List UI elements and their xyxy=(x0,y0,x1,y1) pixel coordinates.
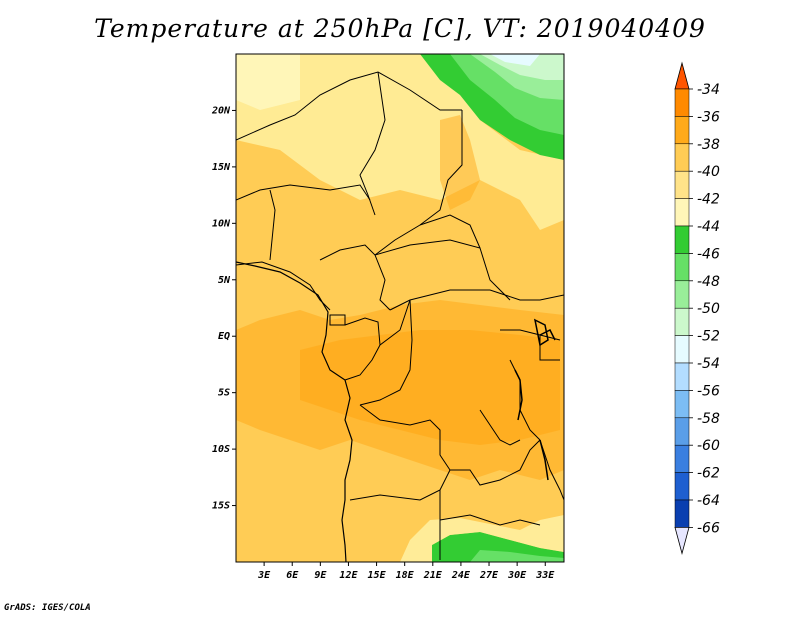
lon-tick-label: 24E xyxy=(451,570,471,581)
field-band-42-northwest xyxy=(236,54,300,110)
colorbar-swatch xyxy=(674,198,690,227)
colorbar-swatch xyxy=(674,390,690,419)
field-band-38-congo xyxy=(300,330,560,445)
colorbar-label: -52 xyxy=(697,329,720,345)
colorbar-label: -40 xyxy=(697,164,720,180)
colorbar-label: -38 xyxy=(697,137,720,153)
colorbar-bottom-arrow xyxy=(674,527,690,555)
field-band-46-south xyxy=(470,550,564,562)
field-band-38-north xyxy=(440,115,480,210)
lat-tick-label: 20N xyxy=(211,105,231,116)
field-band-42-south xyxy=(400,515,564,562)
colorbar-swatch xyxy=(674,472,690,501)
field-band-50-northeast xyxy=(480,54,564,80)
coastline xyxy=(236,261,353,562)
country-borders xyxy=(236,71,564,560)
lat-tick-label: 15N xyxy=(212,162,231,173)
colorbar-swatch xyxy=(674,499,690,528)
colorbar-swatch xyxy=(674,170,690,199)
lake-outlines xyxy=(514,318,556,481)
lon-tick-label: 30E xyxy=(507,570,527,581)
lat-tick-label: 10N xyxy=(212,218,231,229)
colorbar-label: -60 xyxy=(697,438,720,454)
colorbar-label: -58 xyxy=(697,411,720,427)
field-band-52-northeast xyxy=(490,54,540,66)
colorbar-label: -50 xyxy=(697,301,720,317)
colorbar-label: -56 xyxy=(697,383,720,399)
lat-tick-label: 15S xyxy=(212,501,230,512)
colorbar-swatch xyxy=(674,417,690,446)
field-band-42-north xyxy=(236,54,564,230)
grads-credit: GrADS: IGES/COLA xyxy=(4,603,91,613)
colorbar-label: -34 xyxy=(697,82,720,98)
colorbar-label: -44 xyxy=(697,219,720,235)
longitude-axis: 3E 6E 9E 12E 15E 18E 21E 24E 27E 30E 33E xyxy=(257,562,555,581)
lon-tick-label: 27E xyxy=(479,570,499,581)
latitude-axis: 20N 15N 10N 5N EQ 5S 10S 15S xyxy=(211,105,236,512)
lat-tick-label: 5N xyxy=(218,275,231,286)
lon-tick-label: 18E xyxy=(396,570,415,581)
lon-tick-label: 6E xyxy=(286,570,299,581)
colorbar-label: -42 xyxy=(697,192,720,208)
colorbar-swatch xyxy=(674,444,690,473)
colorbar-swatch xyxy=(674,116,690,145)
colorbar-top-arrow xyxy=(674,61,690,90)
map-frame xyxy=(235,53,565,563)
colorbar-swatch xyxy=(674,307,690,336)
colorbar-swatch xyxy=(674,362,690,391)
colorbar: -34 -36 -38 -40 -42 -44 -46 -48 -50 -52 -54 -56 -58 -… xyxy=(674,61,720,555)
colorbar-swatch xyxy=(674,335,690,364)
map-title: Temperature at 250hPa [C], VT: 201904040… xyxy=(94,14,706,43)
lon-tick-label: 15E xyxy=(368,570,387,581)
field-band-44-south xyxy=(432,532,564,562)
lat-tick-label: EQ xyxy=(218,331,230,342)
colorbar-swatch xyxy=(674,280,690,309)
lat-tick-label: 10S xyxy=(212,444,230,455)
lon-tick-label: 33E xyxy=(535,570,555,581)
colorbar-label: -36 xyxy=(697,109,720,125)
colorbar-swatch xyxy=(674,88,690,117)
colorbar-swatch xyxy=(674,225,690,254)
colorbar-swatch xyxy=(674,143,690,172)
colorbar-label: -48 xyxy=(697,274,720,290)
temperature-field xyxy=(236,54,564,562)
lon-tick-label: 9E xyxy=(314,570,327,581)
lon-tick-label: 21E xyxy=(423,570,443,581)
lon-tick-label: 12E xyxy=(339,570,358,581)
colorbar-swatch xyxy=(674,253,690,282)
colorbar-label: -66 xyxy=(697,520,720,536)
colorbar-label: -46 xyxy=(697,246,720,262)
colorbar-label: -64 xyxy=(697,493,720,509)
lon-tick-label: 3E xyxy=(257,570,271,581)
colorbar-label: -54 xyxy=(697,356,720,372)
lat-tick-label: 5S xyxy=(218,388,230,399)
colorbar-label: -62 xyxy=(697,466,720,482)
